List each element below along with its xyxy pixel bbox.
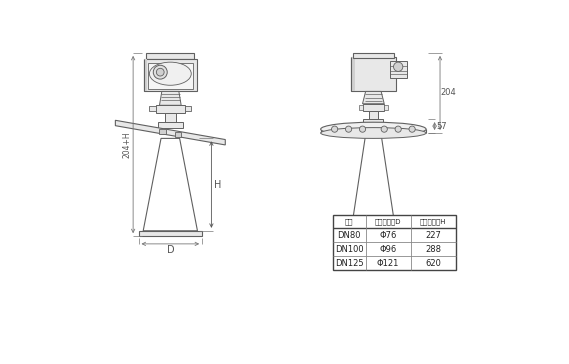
Bar	[165, 113, 176, 122]
Polygon shape	[159, 91, 181, 105]
Bar	[348, 227, 399, 232]
Text: 204+H: 204+H	[122, 131, 131, 158]
Bar	[351, 57, 396, 91]
Text: DN80: DN80	[337, 231, 361, 240]
Text: 288: 288	[425, 245, 441, 254]
Text: 喇叭口直径D: 喇叭口直径D	[375, 218, 401, 225]
Bar	[384, 104, 388, 110]
Text: DN125: DN125	[335, 259, 364, 268]
Text: 227: 227	[425, 231, 441, 240]
Polygon shape	[116, 120, 225, 145]
Circle shape	[153, 65, 167, 79]
Bar	[353, 53, 394, 58]
Bar	[144, 59, 147, 91]
Bar	[158, 77, 163, 82]
Text: Φ121: Φ121	[377, 259, 399, 268]
Ellipse shape	[321, 122, 426, 136]
Text: 204: 204	[440, 88, 456, 98]
Bar	[351, 57, 355, 91]
Bar	[363, 119, 384, 124]
Text: 57: 57	[436, 122, 447, 131]
Bar	[158, 122, 183, 128]
Ellipse shape	[321, 128, 426, 138]
Bar	[159, 129, 166, 134]
Circle shape	[381, 126, 387, 132]
Text: Φ76: Φ76	[380, 231, 397, 240]
Text: DN100: DN100	[335, 245, 364, 254]
Bar	[150, 106, 155, 111]
Bar	[369, 111, 378, 119]
Bar	[362, 104, 384, 111]
Bar	[144, 59, 197, 91]
Bar	[155, 105, 185, 113]
Circle shape	[409, 126, 415, 132]
Circle shape	[360, 126, 366, 132]
Circle shape	[332, 126, 338, 132]
Bar	[148, 63, 193, 89]
Bar	[146, 53, 195, 59]
Bar	[185, 106, 191, 111]
Ellipse shape	[150, 62, 191, 85]
Bar	[390, 61, 407, 78]
Text: 喇叭口高度H: 喇叭口高度H	[420, 218, 446, 225]
Circle shape	[395, 126, 401, 132]
Circle shape	[394, 62, 403, 71]
Text: Φ96: Φ96	[380, 245, 397, 254]
Bar	[358, 104, 362, 110]
Circle shape	[345, 126, 352, 132]
Text: D: D	[167, 245, 174, 255]
Circle shape	[156, 68, 164, 76]
Text: 法兰: 法兰	[345, 218, 353, 225]
Text: H: H	[214, 179, 221, 190]
Bar	[174, 68, 184, 76]
Bar	[175, 132, 181, 136]
Bar	[333, 215, 456, 270]
Text: 620: 620	[425, 259, 441, 268]
Polygon shape	[362, 91, 384, 104]
Bar	[138, 231, 202, 236]
